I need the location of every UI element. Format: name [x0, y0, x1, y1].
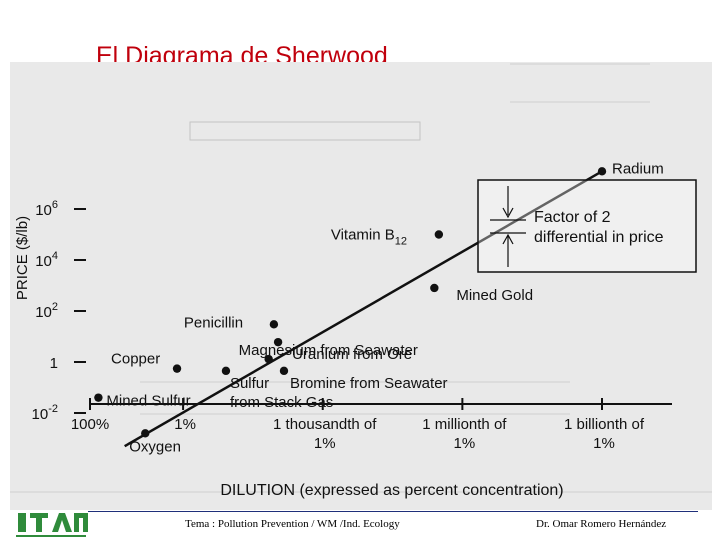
x-axis-title: DILUTION (expressed as percent concentra… — [220, 482, 563, 499]
data-point-label: Magnesium from Seawater — [239, 342, 418, 359]
annotation-layer: Factor of 2 differential in price — [477, 179, 697, 273]
data-point-marker — [434, 230, 444, 239]
annotation-text: Factor of 2 — [534, 209, 611, 226]
y-axis-title: PRICE ($/lb) — [14, 216, 31, 300]
data-point-marker — [94, 393, 103, 402]
y-tick-label: 1 — [50, 355, 58, 372]
x-tick-label: 1% — [174, 416, 196, 433]
y-tick-label: 104 — [35, 250, 58, 270]
footer-author: Dr. Omar Romero Hernández — [536, 518, 667, 530]
data-point-marker — [172, 364, 182, 373]
data-point-label: Vitamin B12 — [331, 227, 407, 248]
y-tick-label: 106 — [35, 199, 58, 219]
axes: 10-2 1 102 104 106 100% 1% 1 thousandth of 1% 1 m… — [32, 199, 672, 452]
y-tick-label: 10-2 — [32, 403, 58, 423]
y-tick-label: 102 — [35, 301, 58, 321]
annotation-arrowhead-up — [502, 233, 514, 245]
points-layer: Radium Vitamin B12 Mined Gold Penicillin Ura… — [94, 160, 664, 455]
sherwood-figure: 10-2 1 102 104 106 100% 1% 1 thousandth of 1% 1 m… — [10, 62, 712, 510]
footer-topic: Tema : Pollution Prevention / WM /Ind. E… — [185, 518, 400, 530]
data-point-marker — [141, 429, 150, 438]
data-point-label: Radium — [612, 160, 664, 177]
data-point-label: Uranium from Ore — [292, 346, 412, 363]
itam-logo — [16, 513, 88, 537]
x-tick-label: 1 billionth of — [564, 416, 645, 433]
data-point-marker — [264, 354, 273, 364]
data-point-marker — [430, 283, 439, 293]
data-point-label: Mined Sulfur — [106, 393, 190, 410]
background-artifacts — [10, 63, 712, 493]
x-tick-label: 1 millionth of — [422, 416, 507, 433]
data-point-label: Copper — [111, 351, 160, 368]
x-tick-label: 1% — [314, 435, 336, 452]
data-point-marker — [279, 366, 289, 376]
x-tick-label: 1% — [593, 435, 615, 452]
annotation-arrowhead-down — [502, 207, 514, 219]
data-point-label: Bromine from Seawater — [290, 375, 448, 392]
trend-line — [124, 170, 603, 448]
data-point-marker — [597, 167, 607, 176]
data-point-label: Oxygen — [129, 438, 181, 455]
data-point-label: Sulfur from Stack Gas — [230, 375, 333, 411]
data-point-marker — [273, 337, 283, 347]
x-tick-label: 1% — [454, 435, 476, 452]
annotation-text: differential in price — [534, 229, 664, 246]
x-tick-label: 100% — [71, 416, 109, 433]
trend-layer — [124, 170, 603, 448]
footer-divider — [88, 511, 698, 512]
data-point-marker — [269, 320, 279, 329]
x-tick-label: 1 thousandth of — [273, 416, 377, 433]
data-point-label: Penicillin — [184, 314, 243, 331]
data-point-marker — [221, 366, 231, 376]
data-point-label: Mined Gold — [456, 287, 533, 304]
annotation-box — [477, 179, 697, 273]
sherwood-chart: 10-2 1 102 104 106 100% 1% 1 thousandth of 1% 1 m… — [10, 63, 712, 499]
